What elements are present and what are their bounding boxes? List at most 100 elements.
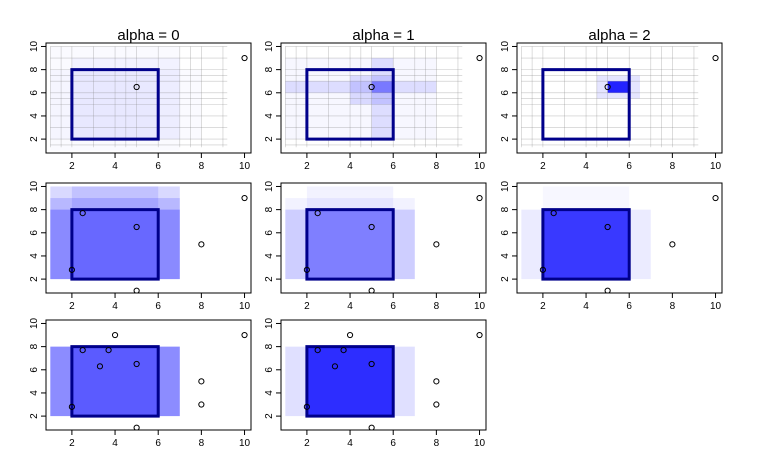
data-point-4	[340, 347, 347, 354]
y-tick-label-2: 4	[29, 390, 40, 396]
x-tick-label-2: 4	[583, 161, 589, 172]
plot-area	[50, 46, 248, 148]
data-point-1	[550, 210, 557, 217]
data-point-5	[303, 266, 310, 273]
plot-frame	[45, 319, 252, 431]
data-point-6	[241, 331, 248, 339]
data-point-5	[368, 360, 375, 368]
panel-title: alpha = 0	[117, 27, 179, 44]
data-point-2	[476, 54, 483, 62]
x-tick-label-3: 6	[390, 161, 396, 172]
y-tick-label-2: 4	[29, 113, 40, 119]
target-rectangle	[305, 208, 395, 281]
shaded-region-4	[285, 81, 437, 93]
x-tick-label-4: 8	[434, 301, 440, 312]
data-point-1	[368, 83, 375, 91]
y-tick-label-3: 6	[500, 90, 511, 96]
target-rectangle	[70, 208, 160, 281]
y-tick-label-4: 8	[29, 66, 40, 72]
y-tick-label-3: 6	[264, 367, 275, 373]
y-tick-label-3: 6	[29, 90, 40, 96]
y-tick-label-2: 4	[500, 253, 511, 259]
target-rectangle	[70, 68, 160, 141]
y-tick-label-5: 10	[500, 180, 511, 192]
y-tick-label-4: 8	[29, 206, 40, 212]
target-rectangle	[541, 208, 631, 281]
plot-area	[285, 46, 483, 148]
data-point-5	[539, 266, 546, 273]
plot-area	[50, 331, 248, 430]
data-point-3	[241, 194, 248, 202]
x-tick-label-1: 2	[69, 438, 75, 449]
data-point-2	[712, 54, 719, 62]
plot-area	[50, 186, 248, 293]
y-tick-label-3: 6	[264, 230, 275, 236]
x-tick-label-4: 8	[199, 161, 205, 172]
y-tick-label-5: 10	[29, 40, 40, 52]
panel-8: 2 4 6 8 10 2 4 6 8 10	[264, 317, 487, 449]
x-tick-label-3: 6	[626, 161, 632, 172]
x-tick-label-2: 4	[112, 161, 118, 172]
plot-frame	[45, 42, 252, 154]
y-tick-label-5: 10	[500, 40, 511, 52]
shaded-region-4	[306, 209, 394, 280]
data-point-2	[331, 363, 339, 370]
plot-area	[285, 331, 483, 430]
panel-2: 2 4 6 8 10 2 4 6 8 10 alpha = 1	[264, 27, 487, 172]
shaded-region-3	[542, 209, 630, 280]
data-point-2	[133, 223, 140, 231]
data-point-6	[604, 287, 611, 293]
data-point-3	[476, 194, 483, 202]
data-point-5	[68, 266, 75, 273]
data-point-10	[368, 424, 375, 430]
plot-area	[521, 46, 719, 148]
y-tick-label-4: 8	[29, 343, 40, 349]
data-point-4	[198, 241, 205, 248]
y-tick-label-2: 4	[29, 253, 40, 259]
shaded-region-4	[71, 186, 159, 280]
y-tick-label-1: 2	[29, 413, 40, 419]
x-tick-label-3: 6	[390, 438, 396, 449]
panel-title: alpha = 1	[352, 27, 414, 44]
x-tick-label-4: 8	[199, 301, 205, 312]
y-tick-label-5: 10	[29, 180, 40, 192]
x-tick-label-5: 10	[239, 438, 251, 449]
y-tick-label-4: 8	[500, 66, 511, 72]
target-rectangle	[541, 68, 631, 141]
target-rectangle	[70, 345, 160, 418]
data-point-1	[133, 83, 140, 91]
x-tick-label-5: 10	[710, 161, 722, 172]
shaded-region-2	[71, 346, 159, 417]
x-tick-label-2: 4	[347, 161, 353, 172]
data-point-2	[368, 223, 375, 231]
x-tick-label-1: 2	[304, 438, 310, 449]
shaded-region-3	[306, 186, 394, 280]
x-tick-label-3: 6	[155, 438, 161, 449]
x-tick-label-2: 4	[112, 438, 118, 449]
y-tick-label-2: 4	[500, 113, 511, 119]
data-point-1	[314, 347, 321, 354]
data-point-4	[669, 241, 676, 248]
x-tick-label-1: 2	[540, 301, 546, 312]
x-tick-label-3: 6	[390, 301, 396, 312]
data-point-7	[198, 378, 205, 385]
plot-area	[521, 194, 719, 293]
shaded-region-5	[71, 209, 159, 280]
x-tick-label-1: 2	[304, 161, 310, 172]
x-tick-label-2: 4	[347, 301, 353, 312]
y-tick-label-4: 8	[264, 206, 275, 212]
y-tick-label-3: 6	[29, 367, 40, 373]
data-point-10	[133, 424, 140, 430]
x-tick-label-5: 10	[239, 161, 251, 172]
x-tick-label-5: 10	[474, 301, 486, 312]
data-point-3	[111, 331, 119, 339]
data-point-7	[433, 378, 440, 385]
y-tick-label-4: 8	[264, 66, 275, 72]
target-rectangle	[305, 68, 395, 141]
data-point-2	[241, 54, 248, 62]
x-tick-label-5: 10	[239, 301, 251, 312]
shaded-region-5	[371, 81, 394, 93]
panel-5: 2 4 6 8 10 2 4 6 8 10	[264, 180, 487, 312]
shaded-region-1	[607, 81, 630, 93]
